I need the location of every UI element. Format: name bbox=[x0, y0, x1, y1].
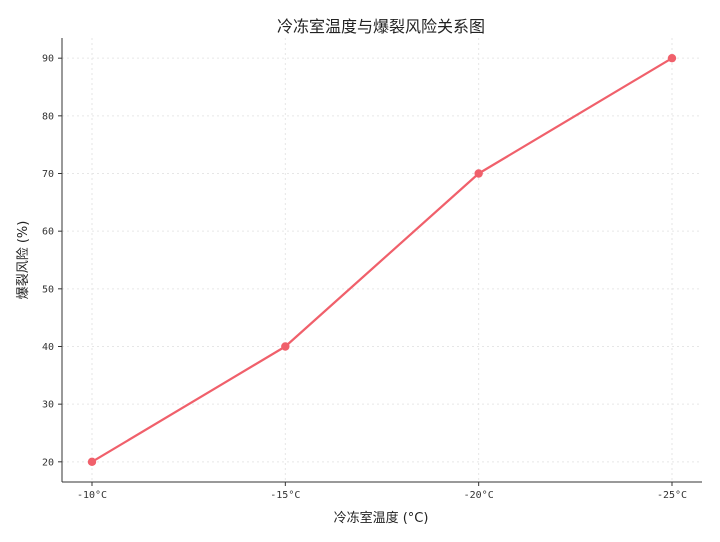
y-tick-label: 90 bbox=[42, 54, 54, 65]
data-point bbox=[281, 342, 290, 351]
y-tick-label: 40 bbox=[42, 342, 54, 353]
data-point bbox=[667, 53, 677, 63]
x-tick-label: -20°C bbox=[464, 490, 494, 501]
y-tick-label: 80 bbox=[42, 111, 54, 122]
y-tick-label: 50 bbox=[42, 284, 54, 295]
x-tick-label: -10°C bbox=[77, 490, 107, 501]
y-tick-label: 30 bbox=[42, 400, 54, 411]
x-tick-label: -25°C bbox=[657, 490, 687, 501]
grid bbox=[62, 38, 702, 482]
series bbox=[87, 53, 677, 467]
axes: 20 30 40 50 60 70 80 90 -10°C -15°C -20°C -25°C bbox=[42, 38, 702, 501]
x-axis-label: 冷冻室温度 (°C) bbox=[334, 510, 429, 526]
y-tick-label: 70 bbox=[42, 169, 54, 180]
y-axis-label: 爆裂风险 (%) bbox=[16, 221, 31, 300]
x-tick-label: -15°C bbox=[270, 490, 300, 501]
data-point bbox=[87, 457, 97, 467]
series-line bbox=[90, 57, 674, 463]
y-tick-label: 60 bbox=[42, 227, 54, 238]
data-point bbox=[474, 169, 483, 178]
y-tick-label: 20 bbox=[42, 457, 54, 468]
chart-title: 冷冻室温度与爆裂风险关系图 bbox=[277, 17, 485, 36]
